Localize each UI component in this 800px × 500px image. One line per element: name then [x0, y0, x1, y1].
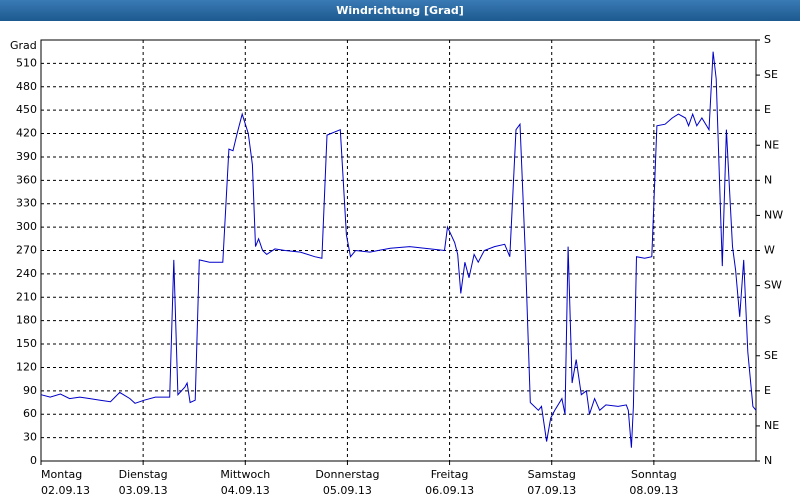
x-tick-label: Sonntag — [631, 468, 677, 481]
y-tick-label: 420 — [16, 127, 37, 140]
y2-tick-label: N — [764, 173, 772, 186]
y-tick-label: 30 — [23, 431, 37, 444]
y-tick-label: 510 — [16, 56, 37, 69]
y-tick-label: 360 — [16, 173, 37, 186]
x-tick-date: 08.09.13 — [629, 484, 678, 497]
y-axis-label: Grad — [10, 39, 37, 52]
y2-tick-label: S — [764, 314, 771, 327]
y2-tick-label: W — [764, 244, 775, 257]
y2-tick-label: SE — [764, 68, 778, 81]
x-tick-label: Freitag — [431, 468, 469, 481]
x-tick-label: Mittwoch — [220, 468, 270, 481]
y2-tick-label: E — [764, 103, 771, 116]
x-tick-date: 06.09.13 — [425, 484, 474, 497]
x-tick-date: 07.09.13 — [527, 484, 576, 497]
x-tick-date: 02.09.13 — [41, 484, 90, 497]
y-tick-label: 390 — [16, 150, 37, 163]
y-tick-label: 480 — [16, 80, 37, 93]
x-tick-label: Donnerstag — [315, 468, 379, 481]
y-tick-label: 330 — [16, 197, 37, 210]
y2-tick-label: E — [764, 384, 771, 397]
x-tick-date: 03.09.13 — [119, 484, 168, 497]
y-tick-label: 450 — [16, 103, 37, 116]
y-tick-label: 300 — [16, 220, 37, 233]
y2-tick-label: NE — [764, 138, 779, 151]
y2-tick-label: NE — [764, 419, 779, 432]
y-tick-label: 90 — [23, 384, 37, 397]
x-tick-date: 05.09.13 — [323, 484, 372, 497]
plot-frame — [40, 39, 757, 462]
y2-tick-label: NW — [764, 208, 783, 221]
y-tick-label: 150 — [16, 337, 37, 350]
x-tick-label: Dienstag — [119, 468, 168, 481]
y-tick-label: 60 — [23, 407, 37, 420]
y-tick-label: 270 — [16, 244, 37, 257]
chart-title: Windrichtung [Grad] — [0, 0, 800, 21]
x-tick-label: Samstag — [528, 468, 576, 481]
x-tick-date: 04.09.13 — [221, 484, 270, 497]
y-tick-label: 240 — [16, 267, 37, 280]
y2-tick-label: SW — [764, 279, 782, 292]
y-tick-label: 210 — [16, 290, 37, 303]
y2-tick-label: S — [764, 33, 771, 46]
y-tick-label: 120 — [16, 360, 37, 373]
x-tick-label: Montag — [41, 468, 82, 481]
y2-tick-label: SE — [764, 349, 778, 362]
y-tick-label: 0 — [30, 454, 37, 467]
data-line — [40, 51, 757, 448]
y-tick-label: 180 — [16, 314, 37, 327]
y2-tick-label: N — [764, 454, 772, 467]
